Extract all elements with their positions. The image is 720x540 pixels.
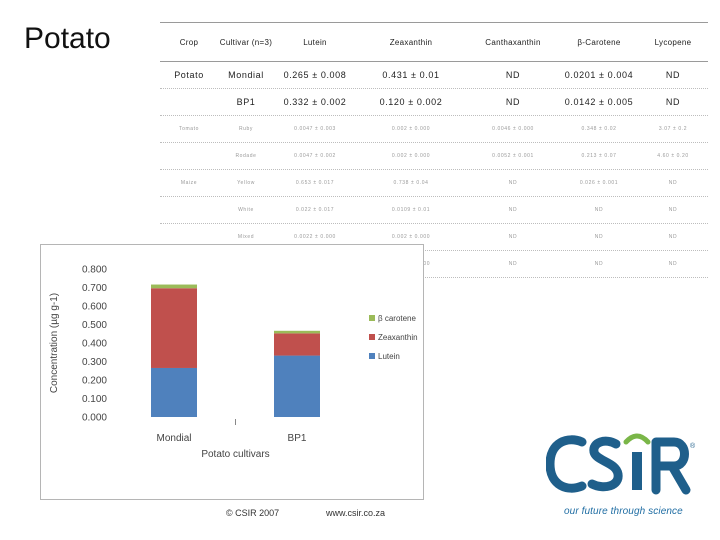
table-cell-crop: Maize	[180, 180, 198, 186]
table-cell-beta-carotene: 0.0201 ± 0.004	[564, 70, 634, 80]
y-tick-label: 0.000	[82, 413, 107, 424]
table-cell-lycopene: ND	[665, 70, 681, 80]
footer-copyright: © CSIR 2007	[226, 508, 280, 518]
y-tick-label: 0.500	[82, 320, 107, 331]
table-body: Potato Mondial 0.265 ± 0.008 0.431 ± 0.01 ND…	[160, 62, 708, 278]
footer-url[interactable]: www.csir.co.za	[326, 508, 386, 518]
x-tick-label: Mondial	[156, 433, 191, 444]
y-tick-label: 0.700	[82, 283, 107, 294]
table-cell-lycopene: ND	[668, 261, 678, 267]
y-tick-label: 0.300	[82, 357, 107, 368]
y-tick-label: 0.800	[82, 265, 107, 276]
chart-box: 0.000 0.100 0.200 0.300 0.400 0.500 0.600 0.700…	[40, 244, 424, 500]
header-lutein: Lutein	[303, 37, 327, 47]
table-row: Rodade 0.0047 ± 0.002 0.002 ± 0.000 0.0052 …	[160, 143, 708, 170]
table-cell-beta-carotene: ND	[594, 234, 604, 240]
table-row: Tomato Ruby 0.0047 ± 0.003 0.002 ± 0.000 0.0…	[160, 116, 708, 143]
table-cell-canthaxanthin: 0.0052 ± 0.001	[492, 153, 534, 159]
legend-swatch	[369, 334, 375, 340]
legend-label: Lutein	[378, 352, 400, 361]
legend-swatch	[369, 315, 375, 321]
table-row: Mixed 0.0022 ± 0.000 0.002 ± 0.000 ND ND ND	[160, 224, 708, 251]
table-cell-beta-carotene: ND	[594, 207, 604, 213]
table-header-row: Crop Cultivar (n=3) Lutein Zeaxanthin Ca…	[160, 22, 708, 62]
table-cell-zeaxanthin: 0.002 ± 0.000	[391, 153, 431, 159]
table-cell-lutein: 0.022 ± 0.017	[295, 207, 335, 213]
x-axis-label: Potato cultivars	[201, 449, 269, 460]
table-cell-canthaxanthin: 0.0046 ± 0.000	[492, 126, 534, 132]
table-cell-lutein: 0.265 ± 0.008	[283, 70, 347, 80]
table-cell-lutein: 0.332 ± 0.002	[283, 97, 347, 107]
table-cell-canthaxanthin: ND	[505, 70, 521, 80]
y-tick-label: 0.200	[82, 376, 107, 387]
table-cell-cultivar: Mondial	[228, 70, 264, 80]
table-cell-crop: Tomato	[179, 126, 199, 132]
csir-logo: ® our future through science	[546, 428, 706, 524]
svg-text:®: ®	[690, 442, 696, 450]
table-cell-canthaxanthin: ND	[508, 234, 518, 240]
table-cell-cultivar: Mixed	[237, 234, 255, 240]
table-cell-cultivar: White	[238, 207, 254, 213]
table-cell-lycopene: 4.60 ± 0.20	[657, 153, 689, 159]
csir-logo-mark: ®	[546, 433, 696, 495]
table-cell-canthaxanthin: ND	[508, 207, 518, 213]
table-cell-cultivar: Rodade	[235, 153, 257, 159]
table-cell-lycopene: ND	[668, 207, 678, 213]
bar-segment-zeaxanthin	[151, 288, 197, 368]
bar-segment--carotene	[151, 284, 197, 289]
logo-tagline: our future through science	[564, 506, 683, 517]
table-cell-crop: Potato	[174, 70, 204, 80]
y-tick-label: 0.600	[82, 302, 107, 313]
legend-swatch	[369, 353, 375, 359]
header-lycopene: Lycopene	[654, 37, 692, 47]
table-cell-cultivar: BP1	[236, 97, 256, 107]
table-cell-cultivar: Yellow	[237, 180, 255, 186]
x-tick-label: BP1	[288, 433, 307, 444]
bar-segment-lutein	[274, 355, 320, 417]
table-cell-lycopene: ND	[665, 97, 681, 107]
table-cell-lutein: 0.0047 ± 0.002	[294, 153, 336, 159]
table-row: BP1 0.332 ± 0.002 0.120 ± 0.002 ND 0.0142 ± …	[160, 89, 708, 116]
table-cell-cultivar: Ruby	[238, 126, 254, 132]
legend-label: Zeaxanthin	[378, 333, 418, 342]
table-cell-lycopene: ND	[668, 234, 678, 240]
bar-segment-zeaxanthin	[274, 333, 320, 356]
y-tick-label: 0.100	[82, 394, 107, 405]
table-cell-beta-carotene: ND	[594, 261, 604, 267]
table-row: Potato Mondial 0.265 ± 0.008 0.431 ± 0.01 ND…	[160, 62, 708, 89]
bar-segment-lutein	[151, 367, 197, 417]
header-crop: Crop	[179, 37, 199, 47]
table-cell-lycopene: 3.07 ± 0.2	[658, 126, 688, 132]
table-cell-zeaxanthin: 0.120 ± 0.002	[379, 97, 443, 107]
table-cell-canthaxanthin: ND	[508, 180, 518, 186]
table-cell-lycopene: ND	[668, 180, 678, 186]
table-cell-lutein: 0.653 ± 0.017	[295, 180, 335, 186]
table-cell-zeaxanthin: 0.002 ± 0.000	[391, 126, 431, 132]
table-cell-beta-carotene: 0.348 ± 0.02	[581, 126, 617, 132]
header-beta-carotene: β-Carotene	[577, 37, 621, 47]
table-cell-zeaxanthin: 0.002 ± 0.000	[391, 234, 431, 240]
header-zeaxanthin: Zeaxanthin	[389, 37, 433, 47]
table-cell-zeaxanthin: 0.0109 ± 0.01	[391, 207, 431, 213]
carotenoid-table: Crop Cultivar (n=3) Lutein Zeaxanthin Ca…	[160, 22, 708, 278]
table-cell-zeaxanthin: 0.738 ± 0.04	[393, 180, 429, 186]
table-cell-lutein: 0.0047 ± 0.003	[294, 126, 336, 132]
table-cell-beta-carotene: 0.0142 ± 0.005	[564, 97, 634, 107]
stacked-bar-chart: 0.000 0.100 0.200 0.300 0.400 0.500 0.600 0.700…	[49, 265, 418, 461]
bar-segment--carotene	[274, 330, 320, 334]
header-canthaxanthin: Canthaxanthin	[485, 37, 541, 47]
table-cell-lutein: 0.0022 ± 0.000	[294, 234, 336, 240]
y-axis-label: Concentration (µg g-1)	[49, 293, 60, 393]
legend-label: β carotene	[378, 314, 417, 323]
table-row: White 0.022 ± 0.017 0.0109 ± 0.01 ND ND ND	[160, 197, 708, 224]
table-cell-canthaxanthin: ND	[505, 97, 521, 107]
table-cell-canthaxanthin: ND	[508, 261, 518, 267]
table-cell-beta-carotene: 0.213 ± 0.07	[581, 153, 617, 159]
table-cell-beta-carotene: 0.026 ± 0.001	[579, 180, 619, 186]
table-cell-zeaxanthin: 0.431 ± 0.01	[382, 70, 440, 80]
header-cultivar: Cultivar (n=3)	[219, 37, 273, 47]
table-row: Maize Yellow 0.653 ± 0.017 0.738 ± 0.04 ND 0.…	[160, 170, 708, 197]
slide-title: Potato	[24, 22, 111, 55]
y-tick-label: 0.400	[82, 339, 107, 350]
